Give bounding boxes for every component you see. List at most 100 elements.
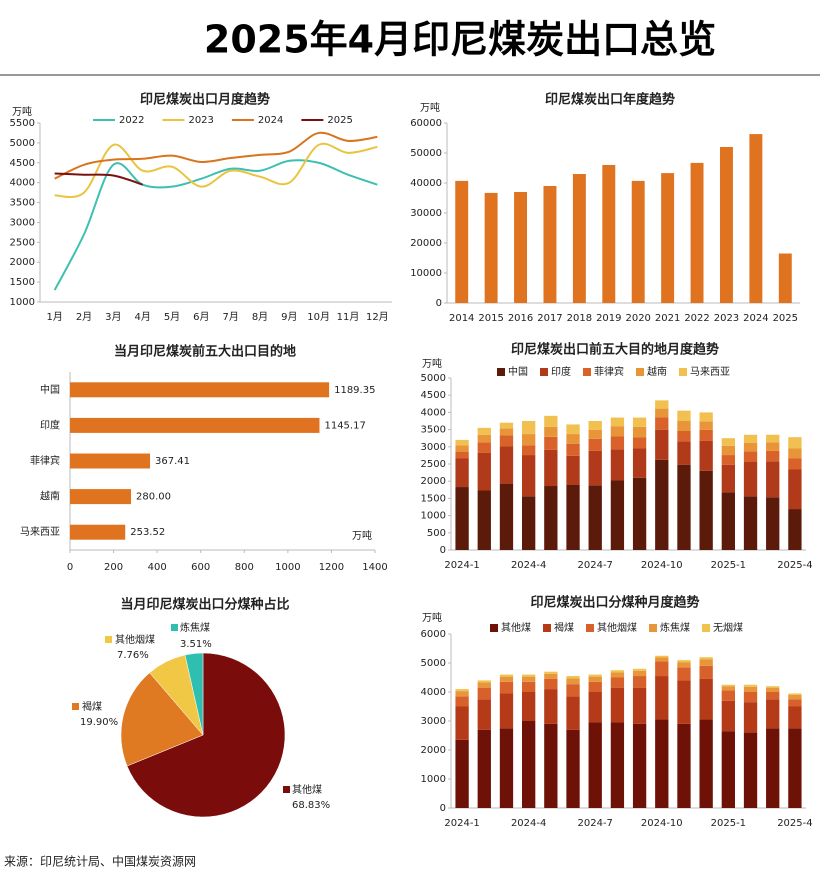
bar-segment: [766, 728, 780, 808]
bar-segment: [766, 699, 780, 729]
chart-title: 印尼煤炭出口月度趋势: [140, 92, 270, 108]
bar-segment: [588, 429, 602, 439]
slice-label: 褐煤: [82, 700, 102, 713]
y-tick-label: 0: [436, 298, 442, 309]
y-tick-label: 5000: [421, 373, 446, 384]
bar: [70, 489, 131, 505]
legend-label: 菲律宾: [594, 365, 624, 378]
bar: [719, 147, 733, 303]
bar-segment: [699, 429, 713, 441]
bar-segment: [588, 674, 602, 677]
legend-swatch: [490, 624, 498, 632]
bar-segment: [499, 693, 514, 729]
x-tick-label: 6月: [193, 311, 209, 323]
bar-segment: [566, 696, 580, 730]
y-tick-label: 2000: [421, 476, 446, 487]
bar-segment: [632, 670, 647, 677]
bar-segment: [610, 417, 625, 427]
bar-segment: [566, 684, 580, 697]
bar-segment: [522, 434, 536, 446]
bar-segment: [610, 672, 625, 678]
bar: [70, 417, 320, 433]
bar: [70, 382, 330, 398]
bar-segment: [477, 427, 491, 435]
bar-segment: [655, 657, 669, 662]
x-tick-label: 4月: [134, 311, 150, 323]
bar-segment: [499, 428, 514, 436]
line-series: [53, 159, 378, 291]
chart-title: 印尼煤炭出口分煤种月度趋势: [530, 595, 699, 611]
y-tick-label: 2500: [421, 459, 446, 470]
bar-segment: [544, 673, 558, 679]
bar-segment: [455, 739, 469, 808]
bar-segment: [721, 690, 735, 701]
page-title: 2025年4月印尼煤炭出口总览: [204, 18, 716, 62]
bar-segment: [677, 660, 691, 663]
bar-segment: [544, 689, 558, 724]
legend-swatch: [649, 624, 657, 632]
value-label: 253.52: [130, 527, 165, 538]
x-tick-label: 12月: [366, 311, 389, 323]
bar-segment: [522, 421, 536, 435]
bar: [602, 165, 616, 303]
bar: [749, 134, 763, 303]
bar-segment: [743, 686, 758, 692]
bar-segment: [721, 684, 735, 687]
x-tick-label: 9月: [281, 311, 297, 323]
x-tick-label: 800: [235, 562, 254, 573]
bar-segment: [455, 706, 469, 740]
bar-segment: [499, 674, 514, 677]
x-tick-label: 2015: [478, 313, 503, 324]
bar-segment: [566, 729, 580, 808]
bar-segment: [610, 687, 625, 723]
y-tick-label: 3000: [421, 442, 446, 453]
bar-segment: [632, 426, 647, 438]
category-label: 越南: [40, 490, 60, 503]
bar-segment: [677, 723, 691, 808]
x-tick-label: 1400: [362, 562, 387, 573]
bar-segment: [499, 483, 514, 550]
y-unit: 万吨: [422, 611, 442, 624]
slice-label: 其他烟煤: [115, 633, 155, 646]
bar-segment: [655, 429, 669, 460]
legend-swatch: [105, 636, 112, 643]
bar-segment: [677, 421, 691, 431]
bar-segment: [588, 438, 602, 451]
line-series: [54, 131, 378, 180]
y-tick-label: 6000: [421, 629, 446, 640]
bar-segment: [766, 687, 780, 692]
category-label: 中国: [40, 383, 60, 396]
bar-segment: [788, 694, 802, 700]
bar-segment: [588, 676, 602, 682]
y-tick-label: 4500: [421, 390, 446, 401]
y-tick-label: 3000: [421, 716, 446, 727]
bar-segment: [522, 455, 536, 497]
bar-segment: [699, 421, 713, 430]
bar: [631, 180, 645, 303]
y-tick-label: 3000: [10, 217, 35, 228]
bar: [661, 173, 675, 303]
pie-slice: [120, 672, 204, 767]
bar-segment: [721, 492, 735, 550]
bar-segment: [699, 412, 713, 422]
bar-segment: [588, 421, 602, 430]
bar-segment: [610, 722, 625, 808]
bar-segment: [544, 415, 558, 427]
x-tick-label: 7月: [222, 311, 238, 323]
bar-segment: [455, 696, 469, 707]
bar-segment: [677, 662, 691, 668]
bar: [778, 253, 792, 303]
legend-swatch: [283, 786, 290, 793]
bar-segment: [743, 702, 758, 733]
bar-segment: [522, 676, 536, 682]
bar-segment: [788, 448, 802, 459]
bar-segment: [477, 434, 491, 443]
legend-swatch: [497, 368, 505, 376]
bar-segment: [721, 438, 735, 446]
bar-segment: [477, 687, 491, 700]
bar-segment: [522, 681, 536, 692]
source: 来源：印尼统计局、中国煤炭资源网: [4, 854, 196, 869]
bar-segment: [743, 684, 758, 687]
bar-segment: [677, 667, 691, 681]
